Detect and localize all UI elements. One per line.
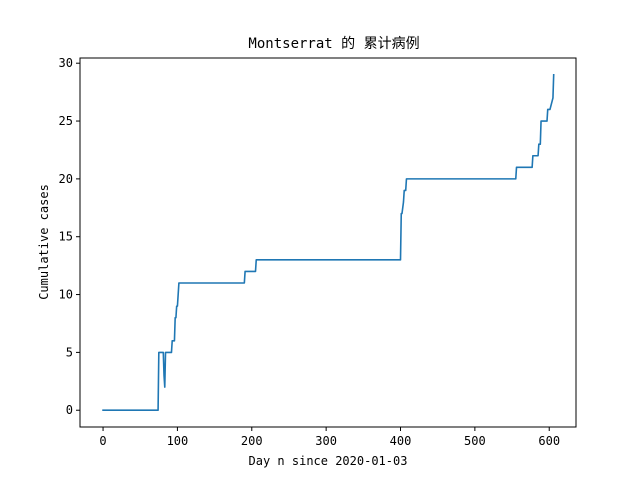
x-axis-ticks: 0 100 200 300 400 500 600	[99, 427, 560, 448]
x-axis-label: Day n since 2020-01-03	[249, 454, 408, 468]
y-axis-label: Cumulative cases	[37, 184, 51, 300]
y-tick-label: 20	[59, 172, 73, 186]
y-tick-label: 5	[66, 345, 73, 359]
y-tick-label: 0	[66, 403, 73, 417]
plot-layer	[102, 73, 555, 412]
y-tick-label: 30	[59, 56, 73, 70]
plot-frame	[79, 57, 577, 428]
x-tick-label: 400	[390, 434, 412, 448]
x-tick-label: 0	[99, 434, 106, 448]
x-tick-label: 300	[315, 434, 337, 448]
x-tick-label: 200	[241, 434, 263, 448]
series-line-0	[102, 73, 555, 412]
x-tick-label: 600	[538, 434, 560, 448]
y-tick-label: 15	[59, 230, 73, 244]
x-tick-label: 500	[464, 434, 486, 448]
y-tick-label: 10	[59, 288, 73, 302]
y-tick-label: 25	[59, 114, 73, 128]
y-axis-ticks: 0 5 10 15 20 25 30	[59, 56, 80, 417]
x-tick-label: 100	[167, 434, 189, 448]
chart-title: Montserrat 的 累计病例	[248, 36, 419, 52]
